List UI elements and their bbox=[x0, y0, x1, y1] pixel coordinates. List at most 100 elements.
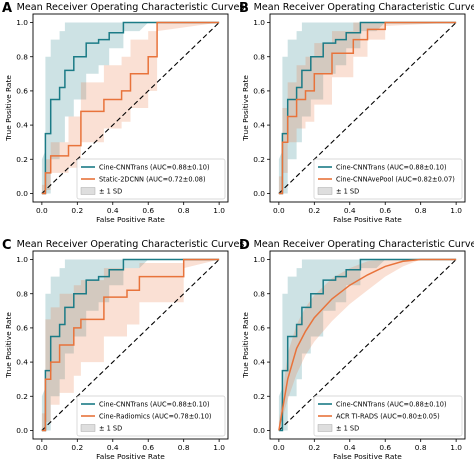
y-tick-label: 0.8 bbox=[253, 52, 265, 61]
series-line-1 bbox=[41, 258, 220, 432]
legend-label-2: Cine-CNNAvePool (AUC=0.82±0.07) bbox=[336, 176, 455, 184]
chart-panel-C: C Mean Receiver Operating Characteristic … bbox=[2, 238, 244, 461]
chance-line bbox=[278, 259, 457, 431]
x-tick-label: 1.0 bbox=[450, 206, 462, 215]
legend-label-2: ACR TI-RADS (AUC=0.80±0.05) bbox=[336, 413, 440, 421]
legend-label-2: Static-2DCNN (AUC=0.72±0.08) bbox=[99, 176, 206, 184]
y-tick-label: 0.2 bbox=[16, 392, 28, 401]
y-axis-label: True Positive Rate bbox=[241, 312, 250, 379]
x-tick-label: 0.6 bbox=[142, 206, 154, 215]
x-tick-label: 0.4 bbox=[107, 206, 119, 215]
x-tick-label: 0.6 bbox=[379, 206, 391, 215]
panel-label: A bbox=[2, 1, 12, 16]
y-tick-label: 1.0 bbox=[16, 18, 28, 27]
y-tick-label: 0.2 bbox=[253, 392, 265, 401]
x-tick-label: 1.0 bbox=[450, 443, 462, 452]
legend: Cine-CNNTrans (AUC=0.88±0.10) Cine-Radiom… bbox=[76, 395, 226, 437]
series-line-1 bbox=[278, 258, 457, 432]
y-tick-label: 0.2 bbox=[253, 155, 265, 164]
legend-swatch-band bbox=[80, 187, 96, 195]
axes-frame bbox=[32, 13, 229, 203]
legend-box bbox=[76, 395, 226, 437]
series-line-2 bbox=[41, 258, 220, 432]
y-tick-label: 0.8 bbox=[253, 289, 265, 298]
y-tick-label: 0.0 bbox=[16, 426, 28, 435]
legend: Cine-CNNTrans (AUC=0.88±0.10) Cine-CNNAve… bbox=[313, 158, 463, 200]
legend-label-2: Cine-Radiomics (AUC=0.78±0.10) bbox=[99, 413, 212, 421]
chart-panel-D: D Mean Receiver Operating Characteristic … bbox=[239, 238, 474, 461]
series-line-1 bbox=[41, 21, 220, 195]
x-tick-label: 0.2 bbox=[308, 206, 320, 215]
legend: Cine-CNNTrans (AUC=0.88±0.10) Static-2DCN… bbox=[76, 158, 226, 200]
axes-frame bbox=[269, 250, 466, 440]
legend-swatch-band bbox=[317, 424, 333, 432]
x-tick-label: 1.0 bbox=[213, 443, 225, 452]
y-tick-label: 0.2 bbox=[16, 155, 28, 164]
legend-label-band: ± 1 SD bbox=[336, 425, 359, 433]
x-tick-label: 0.8 bbox=[415, 443, 427, 452]
y-axis-label: True Positive Rate bbox=[4, 75, 13, 142]
legend-label-band: ± 1 SD bbox=[99, 188, 122, 196]
y-tick-label: 1.0 bbox=[253, 255, 265, 264]
series-line-2 bbox=[278, 258, 457, 431]
sd-band-1 bbox=[278, 22, 457, 194]
legend-label-band: ± 1 SD bbox=[99, 425, 122, 433]
y-tick-label: 0.6 bbox=[253, 324, 265, 333]
legend-label-1: Cine-CNNTrans (AUC=0.88±0.10) bbox=[99, 164, 210, 172]
chart-panel-B: B Mean Receiver Operating Characteristic … bbox=[239, 1, 474, 224]
y-axis-label: True Positive Rate bbox=[4, 312, 13, 379]
x-tick-label: 0.6 bbox=[379, 443, 391, 452]
x-tick-label: 1.0 bbox=[213, 206, 225, 215]
y-tick-label: 1.0 bbox=[253, 18, 265, 27]
x-tick-label: 0.0 bbox=[36, 206, 48, 215]
y-axis-label: True Positive Rate bbox=[241, 75, 250, 142]
sd-band-1 bbox=[278, 259, 457, 431]
panel-label: B bbox=[239, 1, 249, 16]
series-line-2 bbox=[278, 21, 457, 195]
chart-title: Mean Receiver Operating Characteristic C… bbox=[254, 239, 474, 250]
y-tick-label: 0.4 bbox=[16, 121, 28, 130]
y-tick-label: 0.0 bbox=[253, 189, 265, 198]
legend-box bbox=[313, 158, 463, 200]
legend-swatch-band bbox=[80, 424, 96, 432]
legend-label-1: Cine-CNNTrans (AUC=0.88±0.10) bbox=[99, 401, 210, 409]
x-tick-label: 0.2 bbox=[308, 443, 320, 452]
y-tick-label: 0.6 bbox=[16, 324, 28, 333]
series-line-2 bbox=[41, 21, 220, 195]
axes-frame bbox=[269, 13, 466, 203]
x-axis-label: False Positive Rate bbox=[333, 215, 402, 224]
legend: Cine-CNNTrans (AUC=0.88±0.10) ACR TI-RADS… bbox=[313, 395, 463, 437]
y-tick-label: 0.6 bbox=[253, 87, 265, 96]
legend-box bbox=[76, 158, 226, 200]
chance-line bbox=[278, 22, 457, 194]
y-tick-label: 0.8 bbox=[16, 52, 28, 61]
x-tick-label: 0.2 bbox=[71, 206, 83, 215]
x-axis-label: False Positive Rate bbox=[96, 215, 165, 224]
y-tick-label: 0.0 bbox=[253, 426, 265, 435]
legend-swatch-band bbox=[317, 187, 333, 195]
x-tick-label: 0.2 bbox=[71, 443, 83, 452]
x-tick-label: 0.0 bbox=[36, 443, 48, 452]
y-tick-label: 0.4 bbox=[16, 358, 28, 367]
y-tick-label: 0.8 bbox=[16, 289, 28, 298]
x-axis-label: False Positive Rate bbox=[333, 452, 402, 461]
x-tick-label: 0.8 bbox=[178, 206, 190, 215]
legend-box bbox=[313, 395, 463, 437]
sd-band-1 bbox=[41, 259, 220, 431]
chart-title: Mean Receiver Operating Characteristic C… bbox=[17, 2, 245, 13]
legend-label-band: ± 1 SD bbox=[336, 188, 359, 196]
y-tick-label: 1.0 bbox=[16, 255, 28, 264]
axes-frame bbox=[32, 250, 229, 440]
x-tick-label: 0.6 bbox=[142, 443, 154, 452]
legend-label-1: Cine-CNNTrans (AUC=0.88±0.10) bbox=[336, 164, 447, 172]
x-tick-label: 0.4 bbox=[344, 206, 356, 215]
x-tick-label: 0.0 bbox=[273, 443, 285, 452]
y-tick-label: 0.6 bbox=[16, 87, 28, 96]
x-tick-label: 0.0 bbox=[273, 206, 285, 215]
sd-band-2 bbox=[278, 259, 457, 431]
chart-panel-A: A Mean Receiver Operating Characteristic … bbox=[2, 1, 244, 224]
y-tick-label: 0.0 bbox=[16, 189, 28, 198]
panel-label: D bbox=[239, 238, 250, 253]
x-tick-label: 0.8 bbox=[415, 206, 427, 215]
